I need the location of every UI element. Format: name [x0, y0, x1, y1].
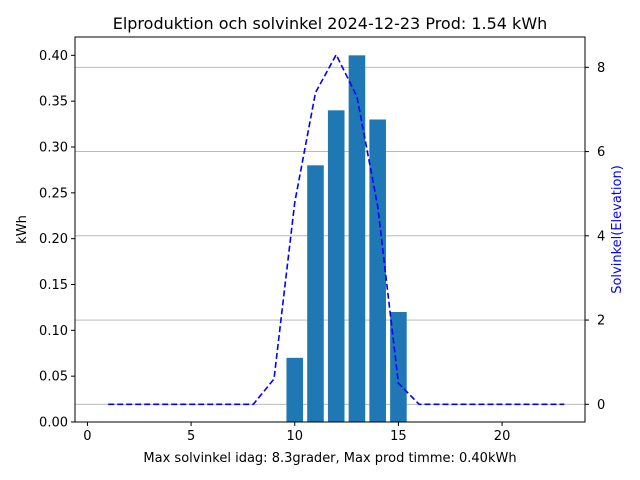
x-tick-label: 10: [286, 429, 303, 444]
y-tick-label: 0.25: [39, 186, 68, 201]
x-tick-label: 20: [494, 429, 511, 444]
bar: [286, 357, 304, 422]
x-tick-label: 0: [83, 429, 91, 444]
y-tick-label: 0.10: [39, 324, 68, 339]
bar-series: [286, 55, 407, 423]
y-tick-label: 0.40: [39, 49, 68, 64]
x-tick-label: 5: [187, 429, 195, 444]
y-tick-label: 0.30: [39, 141, 68, 156]
y-tick-label: 0.35: [39, 95, 68, 110]
chart-title: Elproduktion och solvinkel 2024-12-23 Pr…: [113, 14, 548, 33]
bar: [348, 55, 366, 422]
bar: [390, 312, 407, 422]
elevation-series: [108, 52, 565, 406]
y-right-tick-label: 4: [597, 229, 605, 244]
elevation-line: [108, 52, 565, 406]
y-axis-right-label: Solvinkel(Elevation): [610, 165, 625, 294]
y-right-tick-label: 6: [597, 145, 605, 160]
y-tick-label: 0.15: [39, 278, 68, 293]
bar: [307, 165, 324, 423]
y-axis-right: 0 2 4 6 8: [585, 61, 605, 413]
x-axis: 0 5 10 15 20: [83, 422, 510, 444]
x-axis-label: Max solvinkel idag: 8.3grader, Max prod …: [143, 451, 516, 466]
y-right-tick-label: 8: [597, 61, 605, 76]
y-axis-left: 0.00 0.05 0.10 0.15 0.20 0.25 0.30 0.35 0.40: [39, 49, 75, 431]
y-right-tick-label: 0: [597, 398, 605, 413]
plot-frame: [74, 36, 586, 423]
y-tick-label: 0.05: [39, 370, 68, 385]
bar: [327, 110, 345, 422]
y-tick-label: 0.00: [39, 416, 68, 431]
bar: [369, 119, 386, 422]
x-tick-label: 15: [390, 429, 407, 444]
y-tick-label: 0.20: [39, 232, 68, 247]
y-axis-label: kWh: [15, 215, 30, 244]
y-right-tick-label: 2: [597, 314, 605, 329]
